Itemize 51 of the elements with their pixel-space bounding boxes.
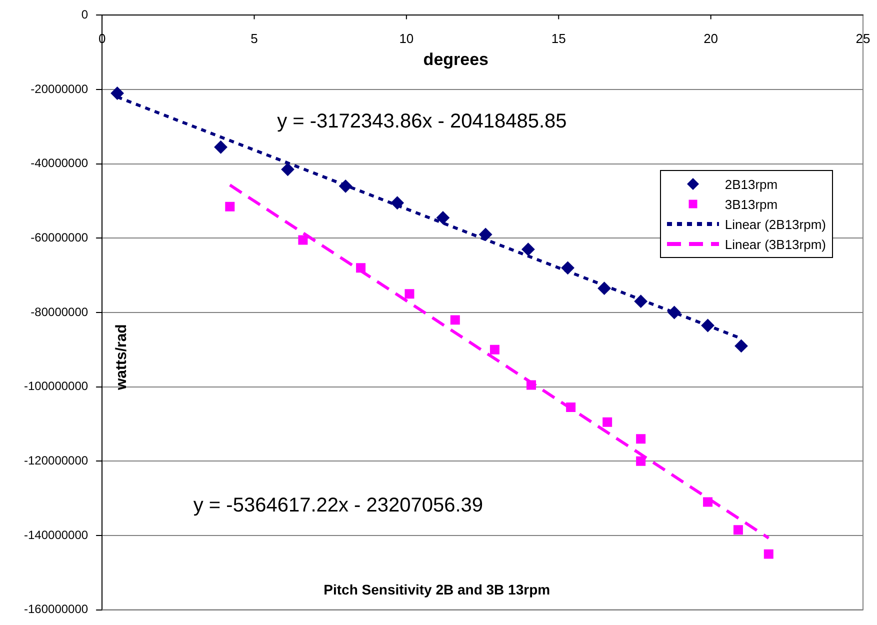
legend-label: Linear (3B13rpm) <box>724 236 826 252</box>
point <box>490 344 500 354</box>
point <box>526 380 536 390</box>
point <box>561 261 574 274</box>
y-tick-label: -140000000 <box>24 528 88 542</box>
point <box>404 289 414 299</box>
x-tick-label: 10 <box>399 30 414 46</box>
point <box>566 402 576 412</box>
point <box>225 202 235 212</box>
text: Pitch Sensitivity 2B and 3B 13rpm <box>324 582 550 598</box>
point <box>734 339 748 352</box>
y-tick-label: -120000000 <box>24 453 88 468</box>
annotation: y = -3172343.86x - 20418485.85 <box>277 110 567 133</box>
y-tick-label: -20000000 <box>30 82 88 96</box>
x-tick-label: 15 <box>551 30 566 46</box>
point <box>356 263 366 273</box>
point <box>298 235 308 245</box>
annotation: y = -5364617.22x - 23207056.39 <box>193 494 484 516</box>
x-tick-label: 5 <box>250 30 258 46</box>
point <box>436 211 450 224</box>
point <box>636 434 646 444</box>
point <box>110 86 124 100</box>
point <box>479 228 492 241</box>
x-tick-label: 25 <box>856 30 870 46</box>
y-tick-label: -100000000 <box>24 379 88 394</box>
legend-label: 2B13rpm <box>724 176 778 192</box>
y-axis-title: watts/rad <box>113 324 130 392</box>
point <box>339 180 352 193</box>
point <box>522 242 535 256</box>
legend-label: 3B13rpm <box>724 196 778 212</box>
y-tick-label: 0 <box>81 8 88 22</box>
legend-label: Linear (2B13rpm) <box>724 216 826 232</box>
y-tick-label: -80000000 <box>30 304 88 319</box>
point <box>390 196 404 210</box>
point <box>450 315 460 325</box>
point <box>634 294 648 308</box>
x-axis-title: degrees <box>423 50 488 69</box>
y-tick-label: -60000000 <box>30 230 88 244</box>
point <box>598 282 611 295</box>
point <box>281 162 294 176</box>
x-tick-label: 20 <box>704 30 718 46</box>
point <box>701 319 714 332</box>
y-tick-label: -160000000 <box>24 602 88 616</box>
point <box>602 417 612 427</box>
point <box>703 497 713 507</box>
point <box>733 525 743 535</box>
point <box>214 140 228 154</box>
point <box>636 456 646 466</box>
point <box>764 549 774 559</box>
point <box>668 306 681 319</box>
y-tick-label: -40000000 <box>30 156 88 170</box>
